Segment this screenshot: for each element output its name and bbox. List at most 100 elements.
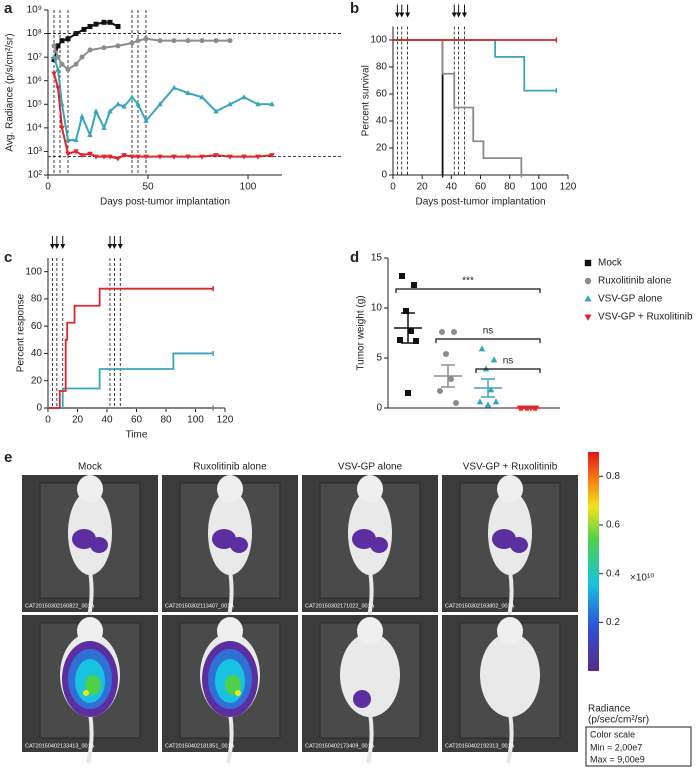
marker <box>185 90 191 96</box>
marker <box>171 84 177 90</box>
marker <box>73 137 79 143</box>
x-tick-label: 80 <box>504 182 516 193</box>
x-axis-label: Time <box>126 430 148 441</box>
mouse-tail <box>226 712 234 764</box>
signal <box>90 537 108 553</box>
marker <box>135 38 141 44</box>
panel-letter: d <box>350 249 359 266</box>
x-tick-label: 20 <box>417 182 429 193</box>
marker <box>157 101 163 107</box>
marker <box>492 398 500 405</box>
marker <box>59 61 65 67</box>
marker <box>121 153 127 159</box>
mouse-image: CAT20150302160822_001A <box>22 475 158 622</box>
survival-step <box>393 39 523 175</box>
marker <box>213 108 219 114</box>
marker <box>448 376 454 382</box>
y-tick-label: 60 <box>376 89 388 100</box>
colorbar-tick-label: 0.2 <box>606 617 620 628</box>
colorbar <box>588 452 599 671</box>
marker <box>241 94 247 100</box>
marker <box>93 108 99 114</box>
legend-label: VSV-GP + Ruxolitinib <box>598 312 693 323</box>
marker <box>73 149 79 155</box>
mouse-head <box>497 475 523 503</box>
column-title: VSV-GP + Ruxolitinib <box>463 462 558 473</box>
marker <box>79 54 85 60</box>
marker <box>408 328 414 334</box>
legend-label: VSV-GP alone <box>598 294 663 305</box>
marker <box>129 40 135 46</box>
survival-step <box>48 352 214 409</box>
marker <box>101 45 107 51</box>
y-axis-label: Avg. Radiance (p/s/cm²/sr) <box>5 33 16 151</box>
marker <box>79 113 85 119</box>
signal <box>510 537 528 553</box>
marker <box>478 345 486 352</box>
marker <box>101 19 107 25</box>
image-caption: CAT20150402181851_001A <box>165 743 235 749</box>
y-tick-label: 40 <box>376 116 388 127</box>
marker <box>121 103 127 109</box>
marker <box>143 36 149 42</box>
signal <box>83 690 89 696</box>
marker <box>65 36 71 42</box>
y-tick-label: 5 <box>376 353 382 364</box>
marker <box>115 101 121 107</box>
arrow-head <box>54 244 60 249</box>
marker <box>59 125 65 131</box>
y-axis-label: Percent response <box>16 293 27 372</box>
colorbar-label: Radiance <box>588 704 631 715</box>
arrow-head <box>405 12 411 18</box>
x-axis-label: Days post-tumor implantation <box>415 197 545 208</box>
marker <box>143 117 149 123</box>
marker <box>439 329 445 335</box>
image-caption: CAT20150402133413_001A <box>25 743 95 749</box>
marker <box>185 154 191 160</box>
signal <box>370 537 388 553</box>
x-axis-label: Days post-tumor implantation <box>100 197 230 208</box>
signal <box>235 690 241 696</box>
x-tick-label: 40 <box>101 415 113 426</box>
marker <box>199 154 205 160</box>
mouse-head <box>217 475 243 503</box>
colorbar-tick-label: 0.4 <box>606 568 620 579</box>
marker <box>73 31 79 37</box>
marker <box>584 295 592 302</box>
marker <box>487 386 495 393</box>
image-caption: CAT20150302113407_001A <box>165 603 234 609</box>
marker <box>451 329 457 335</box>
arrow-head <box>456 12 462 18</box>
y-tick-label: 0 <box>36 403 42 414</box>
y-tick-label: 100 <box>25 266 42 277</box>
significance-bracket <box>395 288 541 293</box>
mouse-head <box>357 475 383 503</box>
marker <box>115 23 121 29</box>
marker <box>405 390 411 396</box>
arrow-head <box>399 12 405 18</box>
marker <box>584 259 592 267</box>
panel-letter: c <box>4 249 12 266</box>
marker <box>227 154 233 160</box>
x-tick-label: 100 <box>240 182 257 193</box>
marker <box>403 308 409 314</box>
significance-label: ns <box>483 326 494 337</box>
marker <box>484 401 492 408</box>
x-tick-label: 0 <box>390 182 396 193</box>
signal <box>225 675 241 695</box>
marker <box>453 400 459 406</box>
arrow-head <box>49 244 55 249</box>
x-tick-label: 20 <box>72 415 84 426</box>
arrow-head <box>461 12 467 18</box>
marker <box>171 38 177 44</box>
y-tick-label: 10⁸ <box>27 28 42 39</box>
legend-label: Mock <box>598 258 623 269</box>
marker <box>107 154 113 160</box>
marker <box>55 85 61 91</box>
marker <box>101 124 107 130</box>
marker <box>107 19 113 25</box>
y-tick-label: 40 <box>31 348 43 359</box>
panel-letter: e <box>4 449 12 466</box>
mouse-head <box>77 617 103 645</box>
